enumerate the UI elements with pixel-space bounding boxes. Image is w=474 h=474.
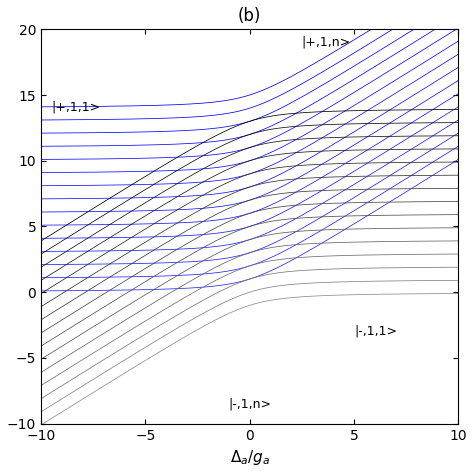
Text: |-,1,n>: |-,1,n>: [229, 398, 272, 411]
Title: (b): (b): [238, 7, 261, 25]
X-axis label: $\Delta_a/g_a$: $\Delta_a/g_a$: [229, 448, 270, 467]
Text: |+,1,n>: |+,1,n>: [302, 35, 351, 48]
Text: |-,1,1>: |-,1,1>: [354, 324, 397, 337]
Text: |+,1,1>: |+,1,1>: [52, 101, 100, 114]
